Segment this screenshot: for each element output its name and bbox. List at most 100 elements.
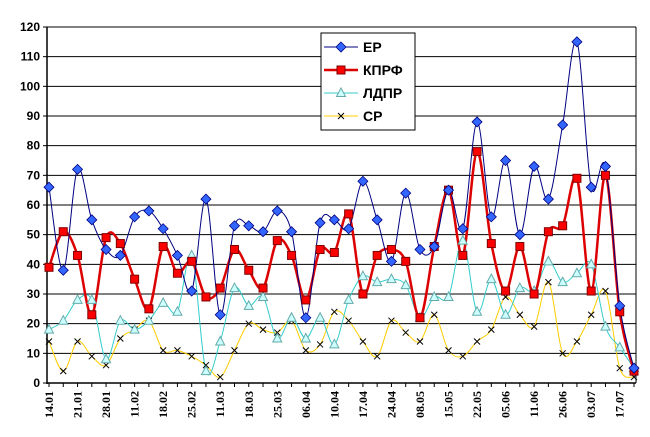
data-point-series-3 <box>473 338 481 345</box>
data-point-series-2 <box>443 290 454 301</box>
data-point-series-3 <box>373 352 381 360</box>
data-point-series-2 <box>86 293 98 304</box>
y-tick-label: 40 <box>27 257 41 271</box>
data-point-series-2 <box>172 305 183 316</box>
data-point-series-0 <box>314 217 326 229</box>
data-point-series-3 <box>216 373 224 381</box>
x-tick-label: 25.02 <box>185 391 199 418</box>
data-point-series-0 <box>585 181 597 193</box>
data-point-series-2 <box>300 332 312 343</box>
data-point-series-1 <box>301 295 311 305</box>
data-point-series-1 <box>344 209 354 219</box>
x-tick-label: 26.06 <box>556 391 570 418</box>
data-point-series-0 <box>57 264 69 276</box>
data-point-series-2 <box>471 305 483 316</box>
data-point-series-3 <box>188 352 196 360</box>
data-point-series-2 <box>585 258 597 269</box>
y-tick-label: 70 <box>27 168 41 182</box>
x-tick-label: 11.02 <box>128 391 142 417</box>
data-point-series-1 <box>229 245 239 254</box>
data-point-series-2 <box>357 270 369 281</box>
data-point-series-0 <box>200 193 212 205</box>
data-point-series-1 <box>501 286 511 296</box>
x-tick-label: 17.04 <box>356 391 370 418</box>
data-point-series-3 <box>231 347 238 354</box>
data-point-series-1 <box>44 262 54 272</box>
data-point-series-0 <box>157 223 169 235</box>
legend-label: ЕР <box>363 39 382 55</box>
data-point-series-1 <box>258 283 268 293</box>
data-point-series-2 <box>614 341 626 352</box>
data-point-series-1 <box>115 239 125 249</box>
data-point-series-2 <box>343 293 354 304</box>
x-tick-label: 14.01 <box>42 391 56 418</box>
data-point-series-0 <box>500 154 512 167</box>
data-point-series-2 <box>43 323 55 334</box>
y-tick-label: 30 <box>27 287 41 301</box>
data-point-series-1 <box>415 313 425 323</box>
x-tick-label: 10.04 <box>327 391 341 418</box>
data-point-series-2 <box>371 276 383 287</box>
data-point-series-0 <box>542 193 554 205</box>
data-point-series-0 <box>86 214 98 226</box>
legend-label: СР <box>363 108 382 124</box>
data-point-series-3 <box>259 326 267 333</box>
y-tick-label: 90 <box>27 109 41 123</box>
data-point-series-0 <box>628 362 640 374</box>
data-point-series-1 <box>187 256 197 266</box>
data-point-series-0 <box>214 309 226 321</box>
data-point-series-1 <box>358 289 368 299</box>
data-point-series-0 <box>471 116 483 128</box>
y-tick-label: 60 <box>27 198 41 212</box>
data-point-series-0 <box>143 205 155 217</box>
data-point-series-1 <box>572 173 582 183</box>
data-point-series-2 <box>400 279 412 290</box>
data-point-series-0 <box>485 211 497 223</box>
legend: ЕР КПРФ ЛДПР СР <box>320 32 416 131</box>
data-point-series-1 <box>158 242 168 252</box>
data-point-series-0 <box>528 160 540 172</box>
data-point-series-1 <box>201 292 211 302</box>
x-tick-label: 18.02 <box>156 391 170 418</box>
data-point-series-3 <box>116 335 124 342</box>
data-point-series-1 <box>329 247 339 257</box>
data-point-series-2 <box>72 293 83 304</box>
data-point-series-3 <box>573 338 581 345</box>
data-point-series-2 <box>286 311 297 322</box>
data-point-series-3 <box>174 347 181 354</box>
data-point-series-3 <box>459 352 467 360</box>
legend-label: КПРФ <box>363 62 403 78</box>
x-tick-label: 06.04 <box>299 391 313 418</box>
x-tick-label: 11.03 <box>213 391 227 417</box>
y-tick-label: 10 <box>27 346 41 360</box>
data-point-series-1 <box>486 239 496 249</box>
data-point-series-2 <box>514 281 526 293</box>
y-tick-label: 50 <box>27 228 41 242</box>
data-point-series-1 <box>272 236 282 246</box>
data-point-series-1 <box>600 170 610 180</box>
y-tick-label: 100 <box>20 79 40 93</box>
data-point-series-3 <box>445 347 452 354</box>
x-tick-label: 22.05 <box>470 391 484 418</box>
data-point-series-1 <box>144 304 154 314</box>
data-point-series-3 <box>316 341 324 348</box>
data-point-series-0 <box>186 285 198 297</box>
legend-label: ЛДПР <box>363 85 402 101</box>
x-tick-label: 25.03 <box>270 391 284 418</box>
data-point-series-0 <box>442 184 455 196</box>
data-point-series-1 <box>73 250 83 260</box>
x-tick-label: 05.06 <box>499 391 513 418</box>
data-point-series-0 <box>343 223 355 235</box>
y-tick-label: 20 <box>27 317 41 331</box>
data-point-series-1 <box>515 242 525 252</box>
data-point-series-3 <box>59 367 67 375</box>
data-point-series-3 <box>74 338 81 345</box>
data-point-series-1 <box>586 286 596 296</box>
data-point-series-1 <box>372 250 382 260</box>
data-point-series-0 <box>228 220 241 232</box>
data-point-series-1 <box>458 250 468 260</box>
data-point-series-0 <box>428 240 440 253</box>
legend-box <box>320 32 416 131</box>
x-tick-label: 03.07 <box>584 391 598 418</box>
data-point-series-1 <box>386 245 396 254</box>
